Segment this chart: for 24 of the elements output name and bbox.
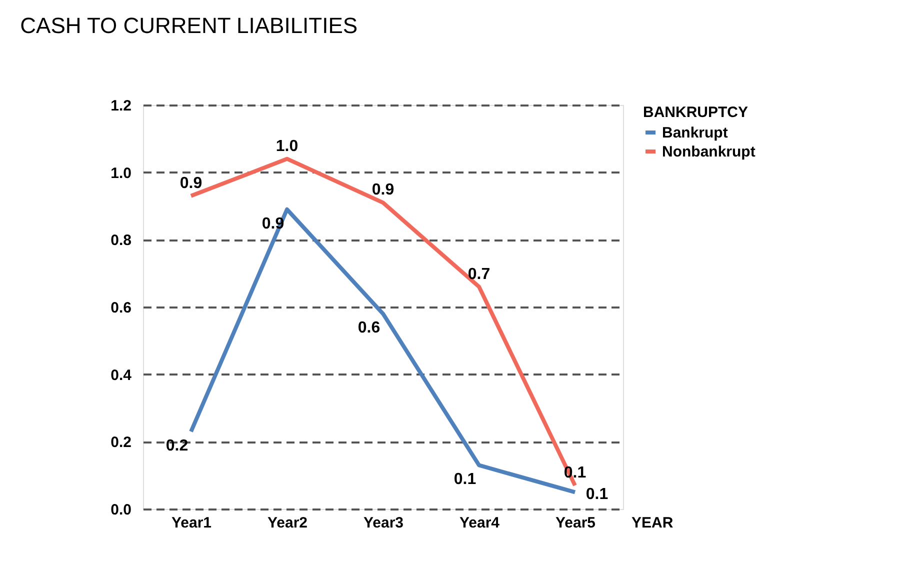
data-label: 0.9: [372, 182, 394, 199]
y-tick-label: 0.6: [110, 300, 132, 316]
y-tick-label: 1.0: [110, 164, 132, 182]
x-tick-label: Year5: [555, 514, 596, 532]
legend-title: BANKRUPTCY: [643, 104, 748, 121]
x-tick-label: Year1: [171, 514, 212, 532]
data-label: 0.1: [454, 471, 476, 488]
data-label: 0.6: [358, 320, 380, 337]
data-label: 0.9: [180, 174, 202, 192]
y-tick-label: 0.2: [110, 434, 132, 452]
legend-label: Nonbankrupt: [662, 144, 756, 160]
chart-title: CASH TO CURRENT LIABILITIES: [20, 13, 358, 38]
x-tick-label: Year4: [459, 514, 500, 532]
data-label: 1.0: [276, 138, 298, 155]
y-tick-label: 1.2: [110, 98, 132, 114]
data-label: 0.1: [586, 486, 608, 504]
data-label: 0.7: [468, 266, 490, 283]
x-tick-label: Year2: [267, 514, 308, 532]
y-tick-label: 0.8: [110, 232, 132, 250]
x-tick-label: Year3: [363, 514, 404, 532]
y-tick-label: 0.4: [110, 366, 132, 384]
legend-label: Bankrupt: [662, 124, 728, 142]
y-tick-label: 0.0: [110, 502, 132, 518]
x-axis-title: YEAR: [632, 514, 674, 532]
